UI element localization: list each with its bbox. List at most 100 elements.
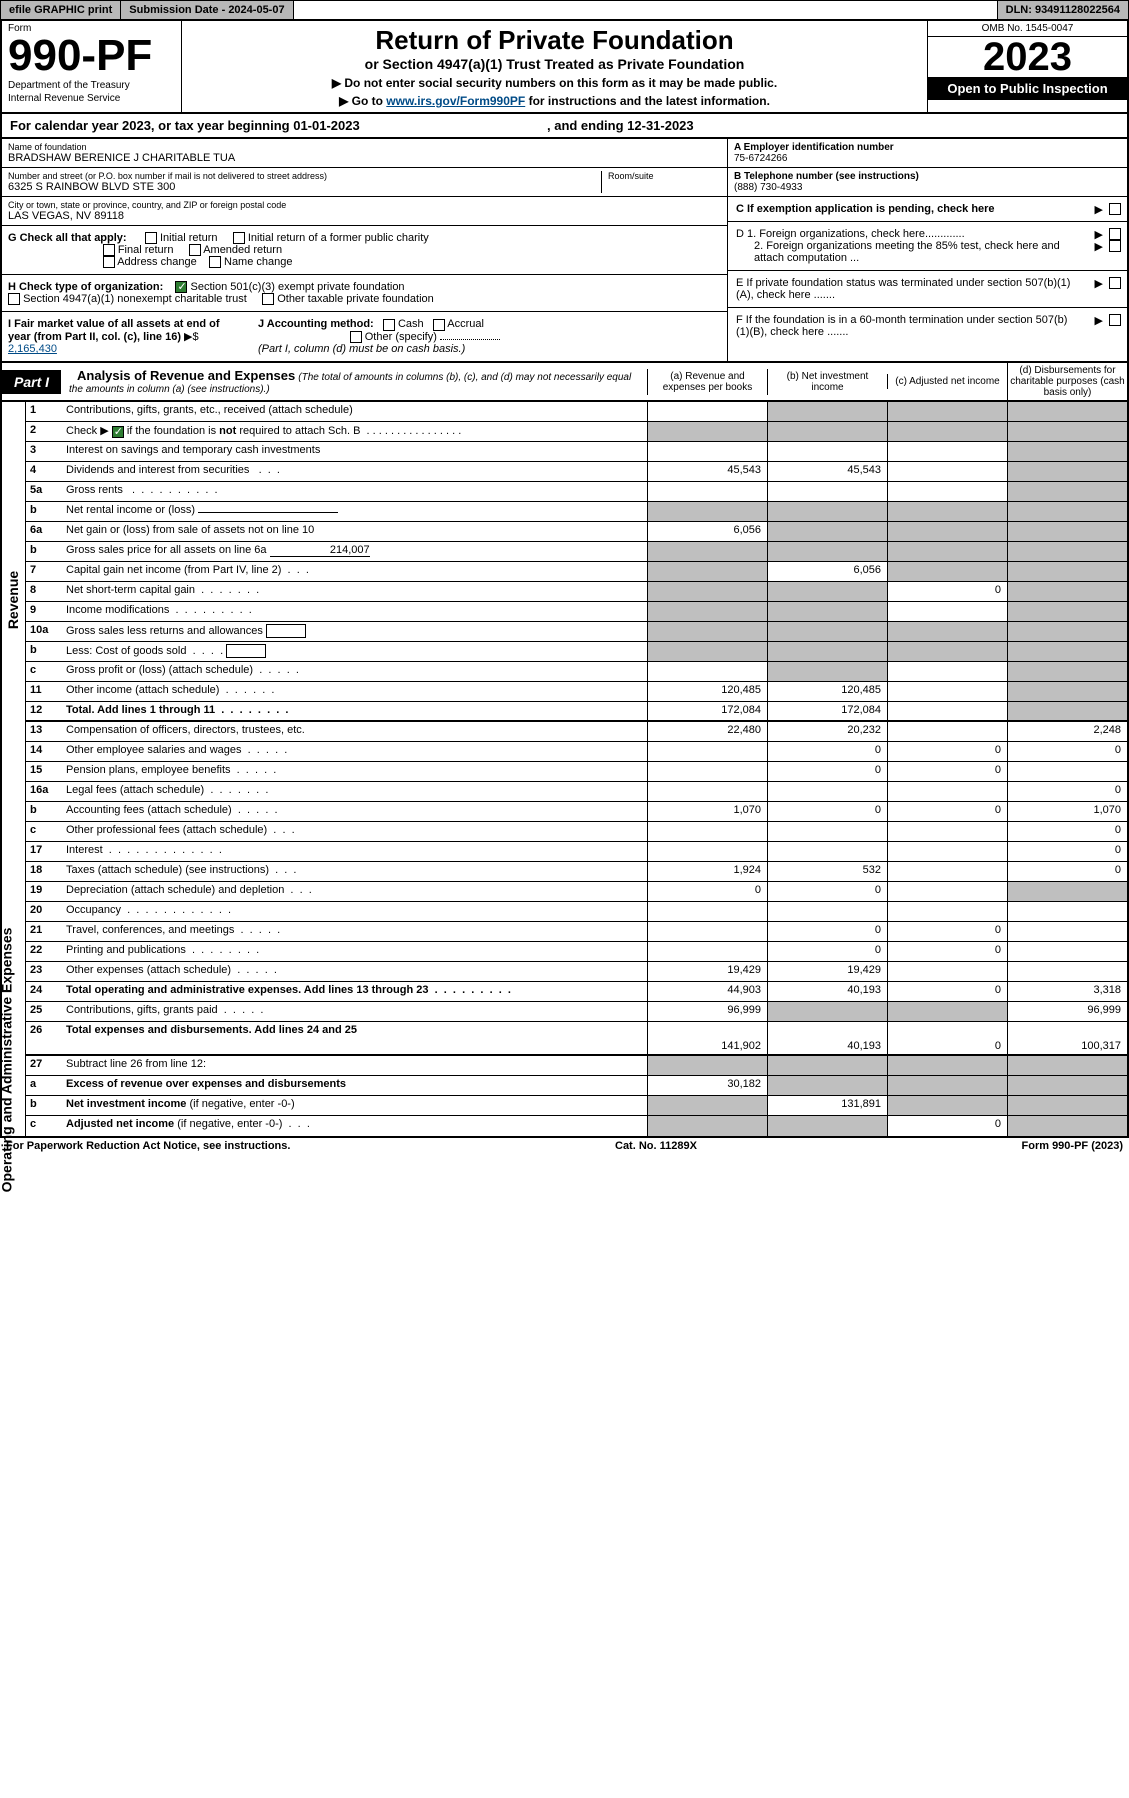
submission-date: Submission Date - 2024-05-07 bbox=[121, 1, 293, 19]
street-address: 6325 S RAINBOW BLVD STE 300 bbox=[8, 181, 601, 193]
line-16b-c: 0 bbox=[887, 802, 1007, 821]
opt-address-change: Address change bbox=[117, 256, 197, 268]
g-label: G Check all that apply: bbox=[8, 232, 127, 244]
ein-label: A Employer identification number bbox=[734, 142, 894, 153]
line-17-desc: Interest . . . . . . . . . . . . . bbox=[62, 842, 647, 861]
exempt-pending-cell: C If exemption application is pending, c… bbox=[728, 197, 1127, 222]
f-checkbox[interactable] bbox=[1109, 314, 1121, 326]
line-14-d: 0 bbox=[1007, 742, 1127, 761]
line-27c-desc: Adjusted net income (if negative, enter … bbox=[62, 1116, 647, 1136]
sch-b-checkbox[interactable] bbox=[112, 426, 124, 438]
table-row: 25Contributions, gifts, grants paid . . … bbox=[26, 1002, 1127, 1022]
line-14-desc: Other employee salaries and wages . . . … bbox=[62, 742, 647, 761]
table-row: 20Occupancy . . . . . . . . . . . . bbox=[26, 902, 1127, 922]
phone-label: B Telephone number (see instructions) bbox=[734, 171, 919, 182]
opt-amended-return: Amended return bbox=[203, 244, 282, 256]
exempt-pending-checkbox[interactable] bbox=[1109, 203, 1121, 215]
line-22-desc: Printing and publications . . . . . . . … bbox=[62, 942, 647, 961]
line-12-a: 172,084 bbox=[647, 702, 767, 720]
name-change-checkbox[interactable] bbox=[209, 256, 221, 268]
line-27c-c: 0 bbox=[887, 1116, 1007, 1136]
e-checkbox[interactable] bbox=[1109, 277, 1121, 289]
line-4-b: 45,543 bbox=[767, 462, 887, 481]
foundation-name-cell: Name of foundation BRADSHAW BERENICE J C… bbox=[2, 139, 727, 168]
501c3-checkbox[interactable] bbox=[175, 281, 187, 293]
instr-1: ▶ Do not enter social security numbers o… bbox=[192, 76, 917, 90]
line-16b-a: 1,070 bbox=[647, 802, 767, 821]
line-18-b: 532 bbox=[767, 862, 887, 881]
e-label: E If private foundation status was termi… bbox=[736, 277, 1119, 301]
table-row: 26Total expenses and disbursements. Add … bbox=[26, 1022, 1127, 1056]
table-row: bNet investment income (if negative, ent… bbox=[26, 1096, 1127, 1116]
table-row: cOther professional fees (attach schedul… bbox=[26, 822, 1127, 842]
table-row: 27Subtract line 26 from line 12: bbox=[26, 1056, 1127, 1076]
line-9-desc: Income modifications . . . . . . . . . bbox=[62, 602, 647, 621]
line-15-desc: Pension plans, employee benefits . . . .… bbox=[62, 762, 647, 781]
instr-2: ▶ Go to www.irs.gov/Form990PF for instru… bbox=[192, 94, 917, 108]
line-7-desc: Capital gain net income (from Part IV, l… bbox=[62, 562, 647, 581]
line-11-b: 120,485 bbox=[767, 682, 887, 701]
form-ref: Form 990-PF (2023) bbox=[1022, 1140, 1124, 1152]
line-6b-desc: Gross sales price for all assets on line… bbox=[62, 542, 647, 561]
line-8-c: 0 bbox=[887, 582, 1007, 601]
line-5a-desc: Gross rents . . . . . . . . . . bbox=[62, 482, 647, 501]
d1-checkbox[interactable] bbox=[1109, 228, 1121, 240]
cash-checkbox[interactable] bbox=[383, 319, 395, 331]
table-row: 18Taxes (attach schedule) (see instructi… bbox=[26, 862, 1127, 882]
table-row: 16aLegal fees (attach schedule) . . . . … bbox=[26, 782, 1127, 802]
initial-return-checkbox[interactable] bbox=[145, 232, 157, 244]
open-public-label: Open to Public Inspection bbox=[928, 77, 1127, 100]
col-c-label: (c) Adjusted net income bbox=[887, 374, 1007, 389]
line-6b-val: 214,007 bbox=[270, 544, 370, 557]
table-row: 22Printing and publications . . . . . . … bbox=[26, 942, 1127, 962]
tax-year: 2023 bbox=[928, 37, 1127, 77]
efile-print-button[interactable]: efile GRAPHIC print bbox=[1, 1, 121, 19]
line-10b-desc: Less: Cost of goods sold . . . . bbox=[62, 642, 647, 661]
i-label: I Fair market value of all assets at end… bbox=[8, 318, 220, 343]
line-4-a: 45,543 bbox=[647, 462, 767, 481]
line-14-b: 0 bbox=[767, 742, 887, 761]
final-return-checkbox[interactable] bbox=[103, 244, 115, 256]
main-title: Return of Private Foundation bbox=[192, 25, 917, 56]
line-10a-desc: Gross sales less returns and allowances bbox=[62, 622, 647, 641]
line-13-desc: Compensation of officers, directors, tru… bbox=[62, 722, 647, 741]
line-24-desc: Total operating and administrative expen… bbox=[62, 982, 647, 1001]
opt-501c3: Section 501(c)(3) exempt private foundat… bbox=[191, 281, 405, 293]
line-19-a: 0 bbox=[647, 882, 767, 901]
line-18-a: 1,924 bbox=[647, 862, 767, 881]
line-2-desc: Check ▶ if the foundation is not require… bbox=[62, 422, 647, 441]
section-d: D 1. Foreign organizations, check here..… bbox=[728, 222, 1127, 271]
line-3-desc: Interest on savings and temporary cash i… bbox=[62, 442, 647, 461]
top-bar: efile GRAPHIC print Submission Date - 20… bbox=[0, 0, 1129, 20]
table-row: bLess: Cost of goods sold . . . . bbox=[26, 642, 1127, 662]
other-taxable-checkbox[interactable] bbox=[262, 293, 274, 305]
line-24-c: 0 bbox=[887, 982, 1007, 1001]
initial-former-checkbox[interactable] bbox=[233, 232, 245, 244]
line-16a-desc: Legal fees (attach schedule) . . . . . .… bbox=[62, 782, 647, 801]
line-27-desc: Subtract line 26 from line 12: bbox=[62, 1056, 647, 1075]
col-d-label: (d) Disbursements for charitable purpose… bbox=[1007, 363, 1127, 400]
other-method-checkbox[interactable] bbox=[350, 331, 362, 343]
table-row: 11Other income (attach schedule) . . . .… bbox=[26, 682, 1127, 702]
4947-checkbox[interactable] bbox=[8, 293, 20, 305]
d2-label: 2. Foreign organizations meeting the 85%… bbox=[736, 240, 1119, 264]
col-a-label: (a) Revenue and expenses per books bbox=[647, 369, 767, 395]
section-e: E If private foundation status was termi… bbox=[728, 271, 1127, 308]
line-22-c: 0 bbox=[887, 942, 1007, 961]
revenue-side-label: Revenue Operating and Administrative Exp… bbox=[2, 402, 26, 1136]
cash-basis-note: (Part I, column (d) must be on cash basi… bbox=[258, 343, 465, 355]
table-row: 6aNet gain or (loss) from sale of assets… bbox=[26, 522, 1127, 542]
address-change-checkbox[interactable] bbox=[103, 256, 115, 268]
section-i-j: I Fair market value of all assets at end… bbox=[2, 312, 727, 361]
amended-return-checkbox[interactable] bbox=[189, 244, 201, 256]
line-17-d: 0 bbox=[1007, 842, 1127, 861]
table-row: 9Income modifications . . . . . . . . . bbox=[26, 602, 1127, 622]
d2-checkbox[interactable] bbox=[1109, 240, 1121, 252]
irs-link[interactable]: www.irs.gov/Form990PF bbox=[386, 94, 525, 108]
foundation-name: BRADSHAW BERENICE J CHARITABLE TUA bbox=[8, 152, 721, 164]
city-state-zip: LAS VEGAS, NV 89118 bbox=[8, 210, 721, 222]
accrual-checkbox[interactable] bbox=[433, 319, 445, 331]
form-number: 990-PF bbox=[8, 34, 175, 78]
line-8-desc: Net short-term capital gain . . . . . . … bbox=[62, 582, 647, 601]
line-16b-desc: Accounting fees (attach schedule) . . . … bbox=[62, 802, 647, 821]
